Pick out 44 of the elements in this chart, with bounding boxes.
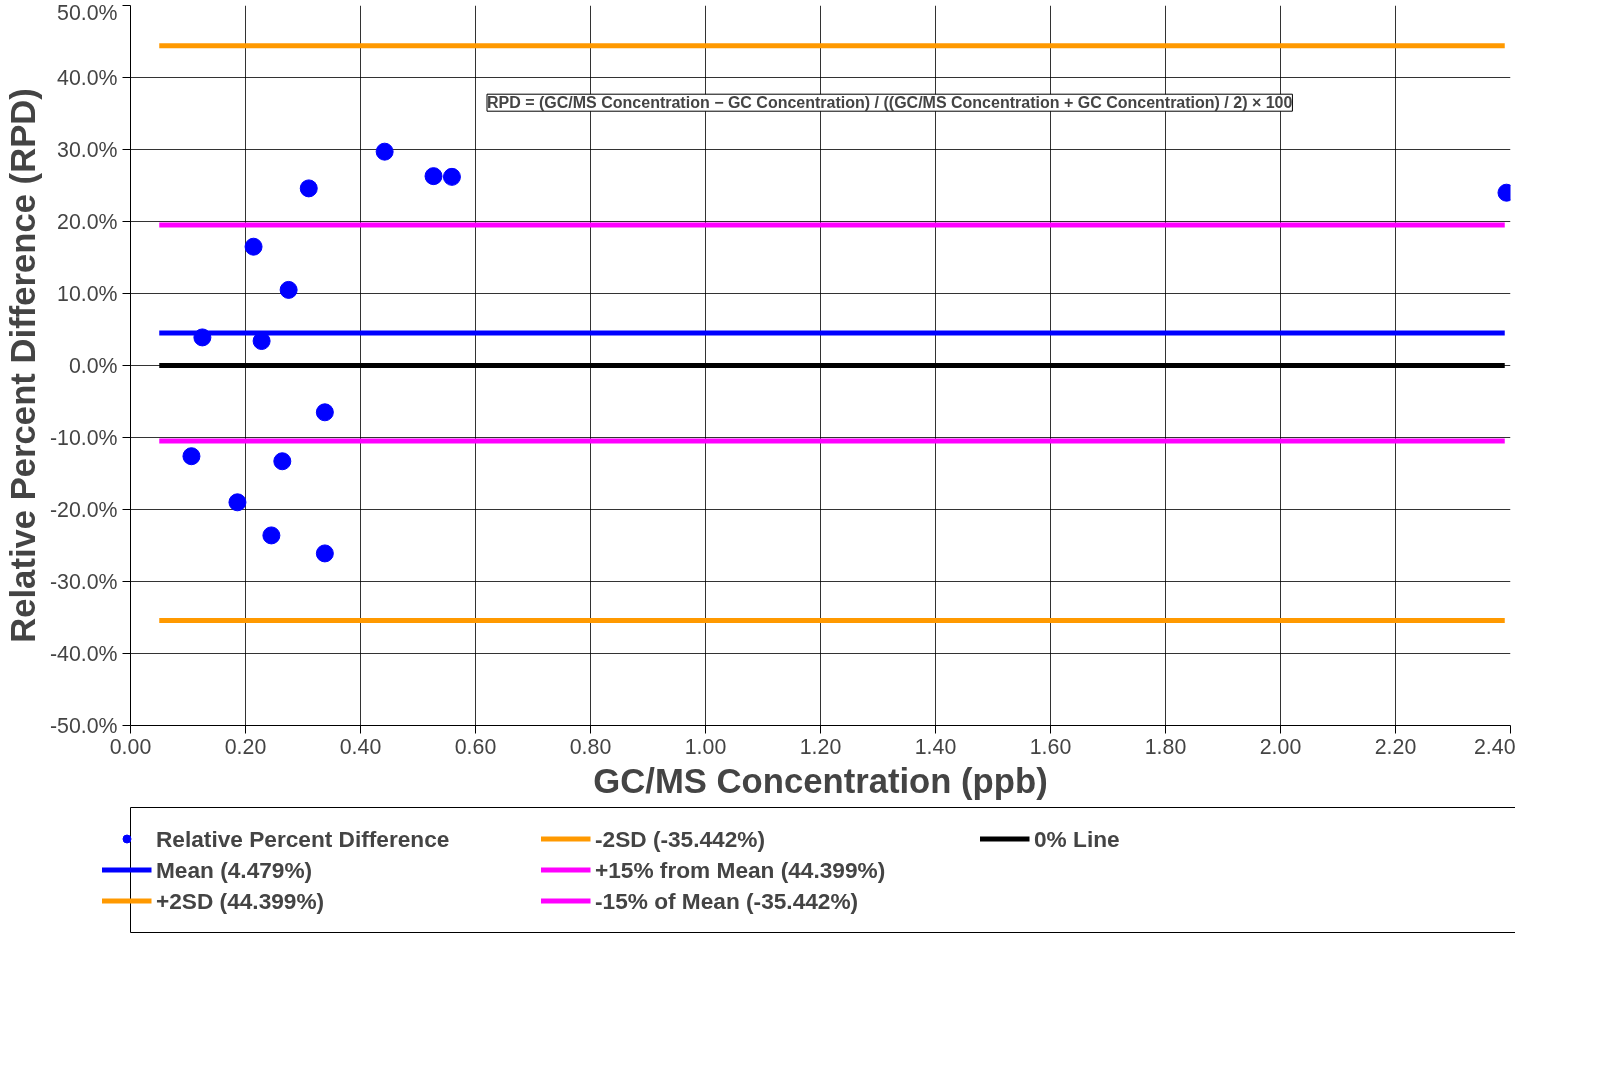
x-tick-label: 0.60 (454, 734, 497, 759)
y-tick-label: 10.0% (57, 281, 118, 306)
x-tick-label: 0.40 (339, 734, 382, 759)
y-tick-label: 30.0% (57, 137, 118, 162)
legend-label: Relative Percent Difference (156, 825, 451, 852)
point (442, 167, 461, 186)
x-tick-label: 2.00 (1259, 734, 1302, 759)
y-tick-label: 40.0% (57, 65, 118, 90)
point (315, 403, 334, 422)
x-tick-label: 0.20 (224, 734, 267, 759)
y-tick-label: 0.0% (68, 353, 118, 378)
y-tick-label: -20.0% (49, 497, 118, 522)
y-axis-title: Relative Percent Difference (RPD) (3, 88, 42, 643)
legend-label: Mean (4.479%) (156, 856, 314, 883)
y-tick-label: -30.0% (49, 569, 118, 594)
y-tick-label: -10.0% (49, 425, 118, 450)
legend-label: 0% Line (1034, 825, 1121, 852)
legend-label: -2SD (-35.442%) (595, 825, 766, 852)
x-tick-label: 1.00 (684, 734, 727, 759)
point (279, 280, 298, 299)
x-tick-label: 1.60 (1029, 734, 1072, 759)
y-tick-label: 20.0% (57, 209, 118, 234)
y-tick-label: -40.0% (49, 641, 118, 666)
point (262, 526, 281, 545)
point (424, 167, 443, 186)
x-tick-label: 2.40 (1473, 734, 1516, 759)
x-tick-label: 1.80 (1144, 734, 1187, 759)
point (315, 544, 334, 563)
legend-label: -15% of Mean (-35.442%) (595, 887, 860, 914)
x-tick-label: 2.20 (1374, 734, 1417, 759)
y-tick-label: 50.0% (57, 0, 118, 25)
point (228, 493, 247, 512)
point (375, 142, 394, 161)
point (273, 452, 292, 471)
legend-label: +2SD (44.399%) (156, 887, 326, 914)
x-tick-label: 0.80 (569, 734, 612, 759)
x-tick-label: 1.20 (799, 734, 842, 759)
point (244, 237, 263, 256)
annotation: RPD = (GC/MS Concentration − GC Concentration) / ((GC/MS Concentration + GC Concentration) / 2) × 100 (487, 94, 1293, 112)
x-tick-label: 1.40 (914, 734, 957, 759)
legend-label: +15% from Mean (44.399%) (595, 856, 887, 883)
x-axis-title: GC/MS Concentration (ppb) (593, 761, 1048, 800)
point (182, 447, 201, 466)
point (299, 179, 318, 198)
